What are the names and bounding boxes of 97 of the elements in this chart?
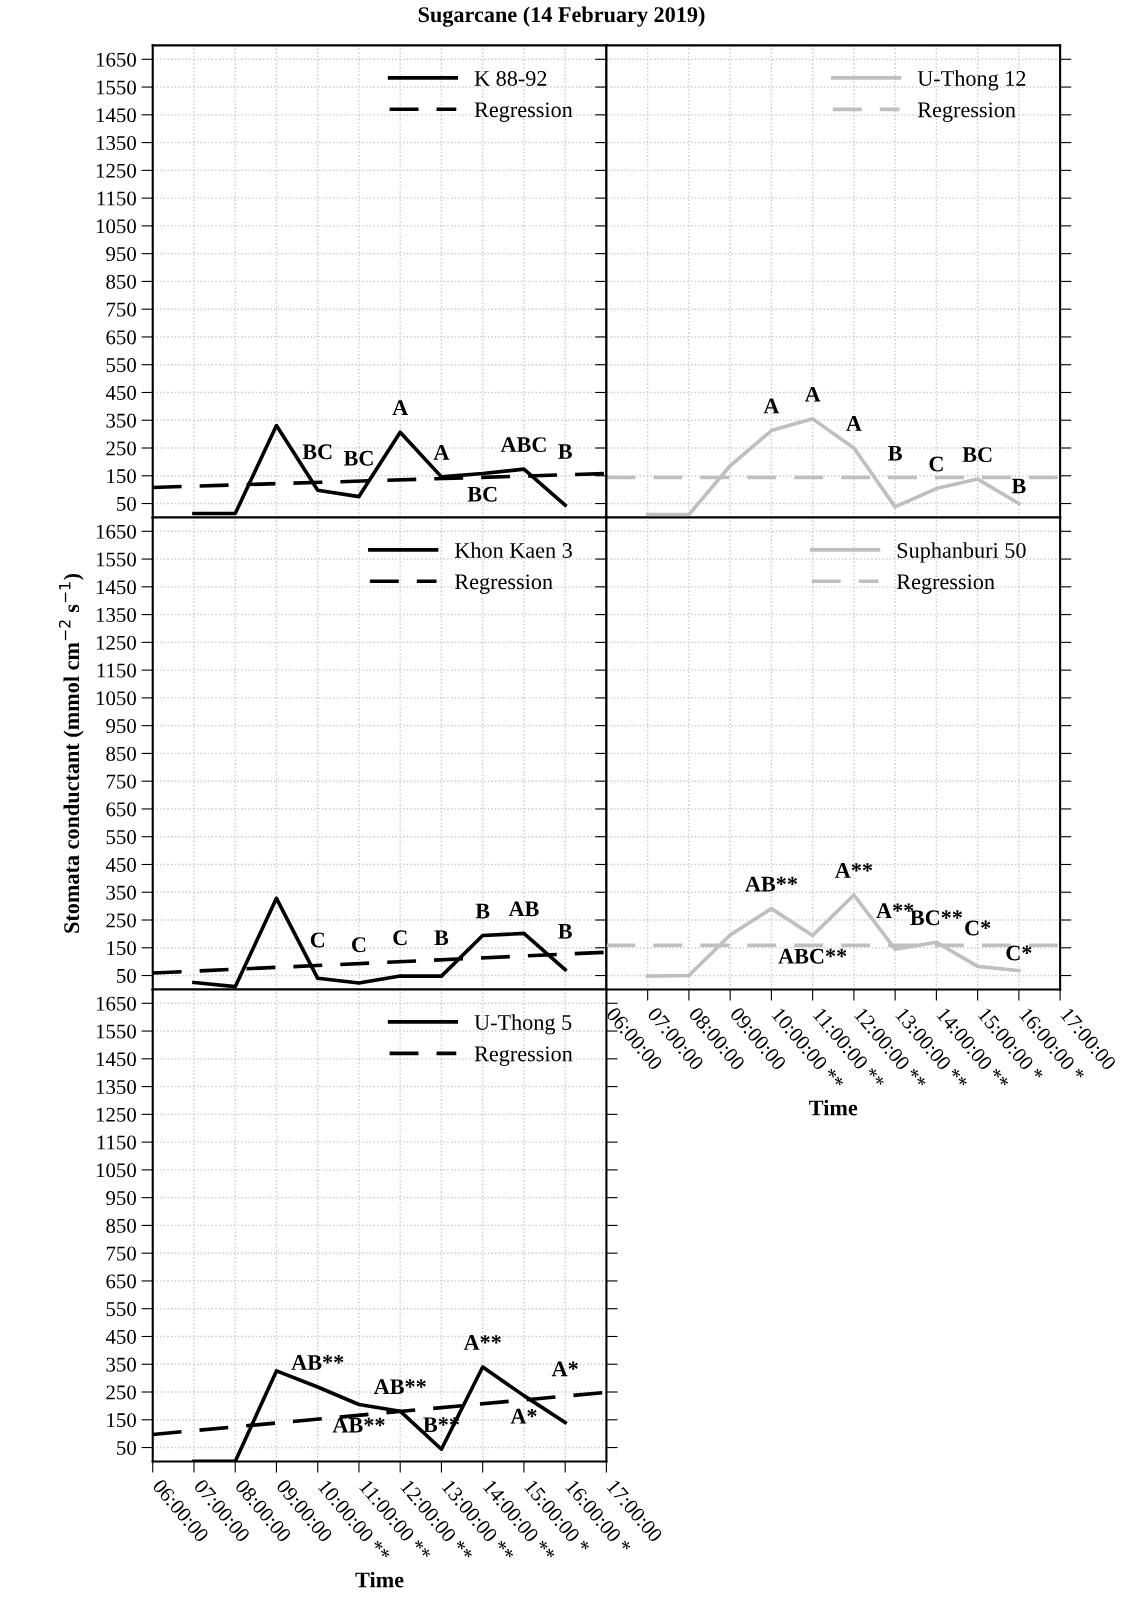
chart-title: Sugarcane (14 February 2019) bbox=[418, 6, 705, 27]
y-tick-label: 1650 bbox=[96, 52, 136, 67]
legend-label: U-Thong 12 bbox=[917, 70, 1026, 91]
y-tick-label: 750 bbox=[106, 774, 136, 789]
data-label: A bbox=[433, 444, 450, 460]
y-tick-label: 850 bbox=[106, 274, 136, 289]
y-tick-label: 350 bbox=[106, 413, 136, 428]
y-tick-label: 550 bbox=[106, 1302, 136, 1317]
y-tick-label: 1550 bbox=[96, 1024, 136, 1039]
data-label: BC bbox=[962, 447, 992, 463]
data-label: C* bbox=[1006, 945, 1032, 961]
y-tick-label: 50 bbox=[117, 496, 136, 511]
data-label: B bbox=[558, 444, 572, 459]
data-label: C* bbox=[965, 920, 991, 936]
y-tick-label: 1650 bbox=[96, 524, 136, 539]
y-tick-label: 250 bbox=[106, 1385, 136, 1400]
y-tick-label: 1350 bbox=[96, 135, 136, 151]
y-tick-label: 1150 bbox=[97, 663, 136, 678]
y-tick-label: 1350 bbox=[96, 1079, 136, 1095]
y-tick-label: 1450 bbox=[96, 1052, 136, 1067]
y-tick-label: 550 bbox=[106, 830, 136, 845]
data-label: AB** bbox=[745, 876, 798, 892]
y-tick-label: 850 bbox=[106, 746, 136, 761]
legend-label: Regression bbox=[896, 574, 995, 594]
y-tick-label: 150 bbox=[107, 941, 136, 956]
legend-label: Khon Kaen 3 bbox=[454, 542, 572, 558]
y-tick-label: 1350 bbox=[96, 607, 136, 623]
legend-label: K 88-92 bbox=[474, 70, 547, 86]
data-label: BC bbox=[302, 444, 332, 460]
data-label: B bbox=[558, 924, 572, 939]
y-tick-label: 50 bbox=[117, 1440, 136, 1455]
y-tick-label: 1550 bbox=[96, 80, 136, 95]
data-label: A bbox=[846, 416, 862, 431]
y-axis-title: Stomata conductant (mmol cm$^{−2}$ s$^{−1}$) bbox=[58, 573, 84, 933]
y-tick-label: 550 bbox=[106, 358, 136, 373]
data-label: A* bbox=[551, 1361, 578, 1377]
data-label: AB bbox=[508, 901, 539, 917]
data-label: ABC** bbox=[778, 948, 847, 964]
data-label: C bbox=[352, 937, 366, 953]
data-label: B bbox=[434, 930, 449, 946]
legend-label: Regression bbox=[474, 102, 573, 122]
data-label: B bbox=[1011, 478, 1026, 494]
data-label: B bbox=[475, 903, 490, 919]
y-tick-label: 950 bbox=[106, 1191, 136, 1206]
y-tick-label: 1250 bbox=[96, 635, 136, 650]
y-tick-label: 1250 bbox=[96, 163, 136, 178]
y-tick-label: 250 bbox=[106, 913, 136, 928]
y-tick-label: 1150 bbox=[97, 191, 136, 206]
y-tick-label: 250 bbox=[106, 441, 136, 456]
legend-label: Suphanburi 50 bbox=[897, 542, 1026, 563]
y-tick-label: 350 bbox=[106, 885, 136, 900]
data-label: BC bbox=[343, 450, 373, 466]
data-label: C bbox=[310, 932, 325, 948]
y-tick-label: 450 bbox=[105, 857, 136, 872]
y-tick-label: 650 bbox=[106, 330, 136, 345]
data-label: AB** bbox=[291, 1355, 344, 1370]
data-label: A bbox=[804, 386, 821, 402]
y-tick-label: 650 bbox=[106, 802, 136, 817]
data-label: B bbox=[888, 445, 902, 461]
data-label: A** bbox=[834, 863, 873, 878]
x-axis-title: Time bbox=[355, 1571, 404, 1588]
y-tick-label: 750 bbox=[106, 302, 136, 317]
y-tick-label: 1050 bbox=[96, 219, 136, 234]
y-tick-label: 1050 bbox=[96, 1163, 136, 1178]
y-tick-label: 150 bbox=[107, 1413, 136, 1428]
data-label: BC bbox=[467, 486, 497, 502]
legend-label: Regression bbox=[474, 1046, 573, 1066]
y-tick-label: 450 bbox=[105, 385, 136, 400]
data-label: C bbox=[393, 930, 407, 946]
data-label: C bbox=[929, 456, 943, 472]
y-tick-label: 1550 bbox=[96, 552, 136, 567]
legend-label: U-Thong 5 bbox=[474, 1014, 572, 1035]
y-tick-label: 1450 bbox=[96, 108, 136, 123]
data-label: A bbox=[392, 400, 409, 415]
data-label: ABC bbox=[500, 437, 546, 453]
y-tick-label: 950 bbox=[106, 247, 136, 262]
x-axis-title: Time bbox=[809, 1099, 858, 1116]
legend-label: Regression bbox=[454, 574, 553, 594]
y-tick-label: 1150 bbox=[97, 1135, 136, 1150]
data-label: A bbox=[763, 398, 780, 414]
y-tick-label: 350 bbox=[106, 1357, 136, 1372]
y-tick-label: 150 bbox=[107, 469, 136, 484]
y-tick-label: 850 bbox=[106, 1218, 136, 1233]
y-tick-label: 650 bbox=[106, 1274, 136, 1289]
legend-label: Regression bbox=[917, 102, 1016, 122]
y-tick-label: 450 bbox=[105, 1329, 136, 1344]
y-tick-label: 50 bbox=[117, 968, 136, 983]
data-label: AB** bbox=[332, 1417, 385, 1433]
y-tick-label: 1050 bbox=[96, 691, 136, 706]
y-tick-label: 1650 bbox=[96, 996, 136, 1011]
y-tick-label: 1250 bbox=[96, 1107, 136, 1122]
y-tick-label: 1450 bbox=[96, 580, 136, 595]
data-label: A** bbox=[463, 1335, 501, 1350]
y-tick-label: 950 bbox=[106, 719, 136, 734]
y-tick-label: 750 bbox=[106, 1246, 136, 1261]
data-label: A* bbox=[510, 1408, 537, 1424]
data-label: AB** bbox=[373, 1379, 426, 1394]
